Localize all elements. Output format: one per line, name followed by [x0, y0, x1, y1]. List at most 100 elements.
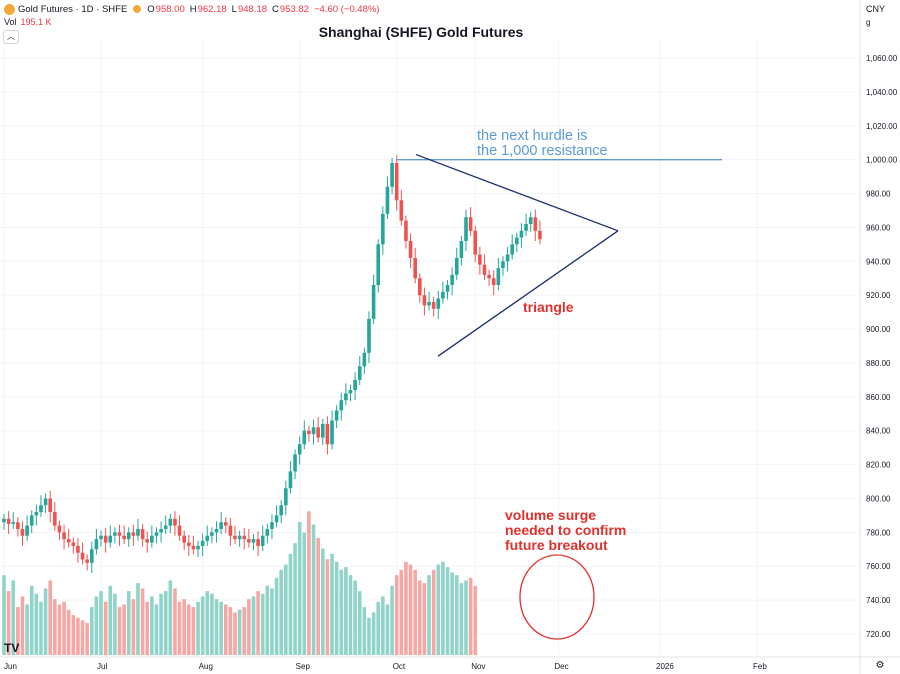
candle-body	[496, 268, 501, 286]
volume-bar	[284, 564, 288, 655]
volume-bar	[256, 591, 260, 655]
volume-bar	[187, 604, 191, 655]
volume-bar	[237, 609, 242, 655]
candle-body	[357, 366, 362, 380]
high-value: 962.18	[197, 3, 227, 15]
volume-bar	[16, 607, 20, 655]
volume-bar	[431, 569, 436, 655]
y-tick-label: 1,060.00	[866, 54, 898, 63]
close-value: 953.82	[279, 3, 309, 15]
volume-bar	[334, 561, 339, 655]
volume-bar	[339, 569, 344, 655]
candle-body	[76, 545, 80, 553]
candle-body	[464, 217, 468, 241]
candle-body	[6, 518, 11, 524]
currency-label[interactable]: CNY	[866, 4, 886, 14]
volume-bar	[122, 604, 126, 655]
volume-bar	[191, 607, 196, 655]
volume-bar	[62, 601, 66, 655]
candle-body	[510, 244, 514, 255]
candle-body	[117, 532, 122, 536]
volume-bar	[57, 604, 62, 655]
collapse-legend-button[interactable]: ︿	[3, 30, 19, 44]
candle-body	[177, 525, 182, 536]
volume-bar	[408, 564, 413, 655]
volume-bar	[126, 591, 131, 655]
candle-body	[66, 539, 71, 543]
volume-bar	[464, 580, 468, 655]
volume-bar	[344, 567, 348, 655]
volume-bar	[473, 585, 478, 655]
candle-body	[219, 522, 223, 529]
volume-bar	[445, 567, 450, 655]
y-tick-label: 940.00	[866, 257, 891, 266]
candle-body	[108, 535, 113, 543]
candle-body	[11, 522, 16, 524]
candle-body	[279, 505, 283, 516]
symbol-label[interactable]: Gold Futures · 1D · SHFE	[18, 3, 128, 15]
candle-body	[168, 518, 173, 526]
volume-bar	[43, 588, 48, 655]
candle-body	[242, 535, 247, 540]
gold-futures-logo-icon	[4, 3, 15, 15]
candle-body	[94, 539, 99, 550]
candle-body	[247, 539, 251, 543]
candle-body	[408, 240, 413, 258]
candle-body	[422, 295, 427, 306]
volume-bar	[381, 596, 385, 655]
candle-body	[223, 522, 228, 526]
volume-bar	[459, 583, 464, 655]
x-tick-label: Jun	[4, 662, 17, 671]
settings-gear-icon[interactable]: ⚙	[875, 660, 885, 671]
candle-body	[339, 400, 344, 411]
volume-bar	[293, 543, 297, 655]
candle-body	[20, 528, 25, 536]
candle-body	[43, 498, 48, 506]
tradingview-logo[interactable]: TV	[4, 641, 20, 655]
volume-bar	[297, 521, 302, 655]
y-tick-label: 980.00	[866, 190, 891, 199]
chevron-up-icon: ︿	[7, 32, 15, 41]
volume-bar	[140, 588, 145, 655]
y-tick-label: 1,040.00	[866, 88, 898, 97]
candle-body	[394, 163, 399, 201]
candle-body	[154, 532, 159, 536]
candle-body	[48, 498, 52, 513]
candle-body	[265, 528, 270, 536]
candle-body	[136, 528, 140, 536]
candle-body	[445, 285, 450, 292]
candle-body	[399, 200, 404, 221]
volume-bar	[103, 601, 108, 655]
volume-bar	[454, 575, 459, 655]
candle-body	[385, 186, 390, 214]
y-tick-label: 720.00	[866, 630, 891, 639]
candle-body	[274, 515, 279, 523]
candle-body	[140, 528, 145, 540]
volume-bar	[219, 601, 223, 655]
volume-bar	[242, 607, 247, 655]
candle-body	[187, 542, 191, 546]
volume-bar	[371, 612, 376, 655]
market-status-icon	[133, 5, 142, 13]
candle-body	[436, 298, 441, 309]
volume-bar	[325, 559, 330, 655]
volume-bar	[288, 553, 293, 655]
x-tick-label: Dec	[554, 662, 568, 671]
volume-bar	[404, 561, 408, 655]
legend-header: Gold Futures · 1D · SHFE O 958.00 H 962.18…	[0, 0, 860, 18]
volume-bar	[233, 612, 237, 655]
candle-body	[85, 559, 89, 563]
high-label: H	[189, 3, 197, 15]
low-label: L	[231, 3, 237, 15]
volume-bar	[260, 593, 265, 655]
candle-body	[251, 539, 256, 543]
resistance-annotation-line1: the next hurdle is	[477, 128, 588, 144]
candle-body	[381, 213, 385, 245]
triangle-annotation: triangle	[523, 299, 574, 315]
volume-bar	[376, 601, 381, 655]
volume-bar	[357, 591, 362, 655]
volume-bar	[367, 617, 371, 655]
volume-bar	[145, 601, 150, 655]
candle-body	[284, 488, 288, 506]
